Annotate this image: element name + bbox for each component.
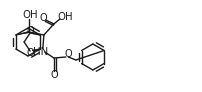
Text: O: O <box>27 26 34 37</box>
Text: HN: HN <box>33 47 48 57</box>
Text: OH: OH <box>22 10 38 20</box>
Text: O: O <box>27 47 34 58</box>
Text: OH: OH <box>57 12 73 22</box>
Text: O: O <box>51 70 59 80</box>
Polygon shape <box>16 31 29 35</box>
Text: O: O <box>64 49 72 59</box>
Text: O: O <box>39 13 47 23</box>
